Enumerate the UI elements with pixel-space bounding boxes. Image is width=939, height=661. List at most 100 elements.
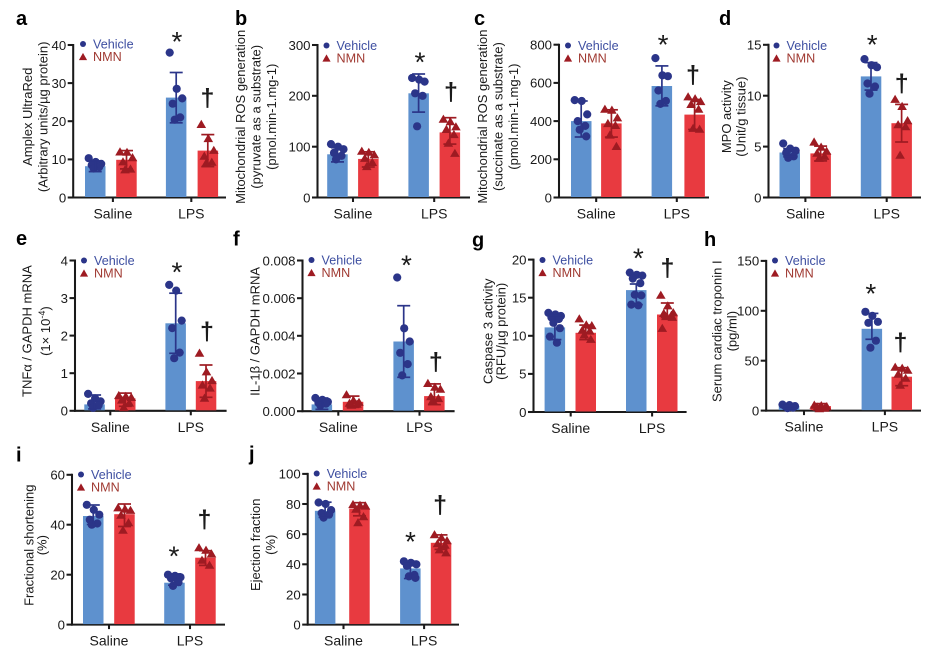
svg-text:f: f — [233, 229, 240, 251]
svg-text:g: g — [472, 230, 484, 252]
svg-text:800: 800 — [530, 37, 552, 52]
svg-text:5: 5 — [754, 139, 761, 154]
svg-text:10: 10 — [512, 329, 527, 344]
svg-text:TNFα / GAPDH mRNA: TNFα / GAPDH mRNA — [20, 265, 35, 397]
svg-text:40: 40 — [52, 38, 67, 53]
svg-text:0: 0 — [754, 190, 761, 205]
svg-text:0: 0 — [303, 190, 310, 205]
svg-text:NMN: NMN — [327, 480, 356, 494]
svg-text:*: * — [172, 256, 183, 287]
svg-text:LPS: LPS — [872, 419, 898, 435]
svg-text:†: † — [198, 506, 212, 534]
svg-text:(succinate as a substrate): (succinate as a substrate) — [491, 42, 506, 191]
svg-text:200: 200 — [530, 152, 552, 167]
svg-text:LPS: LPS — [421, 206, 447, 222]
svg-text:Saline: Saline — [324, 633, 363, 649]
svg-text:j: j — [248, 444, 255, 466]
svg-text:(pmol.min-1.mg-1): (pmol.min-1.mg-1) — [264, 64, 279, 170]
svg-text:NMN: NMN — [578, 52, 607, 66]
svg-text:Saline: Saline — [785, 419, 824, 435]
svg-text:Saline: Saline — [786, 206, 825, 222]
svg-text:4: 4 — [61, 253, 68, 268]
svg-text:LPS: LPS — [411, 633, 437, 649]
svg-text:†: † — [433, 491, 447, 519]
svg-text:Mitochondrial ROS generation: Mitochondrial ROS generation — [233, 30, 248, 204]
svg-text:Serum cardiac troponin I: Serum cardiac troponin I — [710, 260, 725, 402]
svg-text:0.008: 0.008 — [262, 253, 295, 268]
svg-text:MPO activity: MPO activity — [719, 80, 734, 153]
svg-text:0.002: 0.002 — [262, 366, 295, 381]
svg-text:(Unit/g tissue): (Unit/g tissue) — [734, 77, 749, 157]
svg-text:Vehicle: Vehicle — [787, 39, 828, 53]
svg-text:20: 20 — [50, 567, 65, 582]
svg-text:Vehicle: Vehicle — [578, 39, 619, 53]
svg-text:c: c — [474, 8, 485, 30]
svg-text:5: 5 — [519, 367, 526, 382]
svg-text:*: * — [405, 526, 416, 557]
svg-text:NMN: NMN — [337, 52, 366, 66]
svg-text:150: 150 — [737, 254, 759, 269]
svg-text:15: 15 — [747, 38, 762, 53]
svg-text:0: 0 — [519, 405, 526, 420]
svg-text:Ejection fraction: Ejection fraction — [248, 499, 263, 592]
svg-text:10: 10 — [747, 88, 762, 103]
svg-text:NMN: NMN — [553, 266, 582, 280]
svg-text:LPS: LPS — [664, 206, 690, 222]
svg-text:NMN: NMN — [785, 267, 814, 281]
svg-text:Saline: Saline — [93, 206, 132, 222]
svg-text:†: † — [200, 317, 214, 345]
svg-text:*: * — [172, 26, 183, 57]
svg-text:(pyruvate as a substrate): (pyruvate as a substrate) — [249, 45, 264, 189]
svg-text:*: * — [401, 249, 412, 280]
svg-text:Saline: Saline — [91, 419, 130, 435]
svg-text:Saline: Saline — [334, 206, 373, 222]
svg-text:600: 600 — [530, 76, 552, 91]
svg-text:(Arbitrary units/µg protein): (Arbitrary units/µg protein) — [36, 42, 51, 193]
svg-text:†: † — [893, 329, 907, 357]
svg-text:*: * — [415, 46, 426, 77]
svg-text:Saline: Saline — [319, 419, 358, 435]
svg-text:3: 3 — [61, 291, 68, 306]
svg-text:*: * — [658, 29, 669, 60]
svg-text:*: * — [865, 278, 876, 309]
svg-text:0: 0 — [293, 617, 300, 632]
svg-text:0: 0 — [61, 404, 68, 419]
svg-text:†: † — [895, 70, 909, 98]
svg-text:Saline: Saline — [90, 633, 129, 649]
svg-text:0.004: 0.004 — [262, 329, 295, 344]
svg-text:e: e — [16, 228, 27, 250]
svg-text:2: 2 — [61, 328, 68, 343]
svg-text:0: 0 — [59, 190, 66, 205]
svg-text:0: 0 — [58, 617, 65, 632]
svg-text:0.006: 0.006 — [262, 291, 295, 306]
svg-text:LPS: LPS — [178, 206, 204, 222]
svg-text:Saline: Saline — [551, 420, 590, 436]
svg-text:Vehicle: Vehicle — [553, 254, 594, 268]
svg-text:Vehicle: Vehicle — [94, 254, 135, 268]
svg-text:100: 100 — [288, 139, 310, 154]
svg-text:0: 0 — [752, 403, 759, 418]
svg-text:LPS: LPS — [873, 206, 899, 222]
svg-text:*: * — [169, 541, 180, 572]
svg-text:20: 20 — [512, 252, 527, 267]
svg-text:Saline: Saline — [577, 206, 616, 222]
svg-text:h: h — [704, 229, 716, 251]
svg-text:LPS: LPS — [178, 419, 204, 435]
svg-text:†: † — [444, 78, 458, 106]
svg-text:Amplex UltraRed: Amplex UltraRed — [20, 68, 35, 166]
svg-text:Caspase 3 activity: Caspase 3 activity — [481, 278, 496, 384]
svg-text:†: † — [660, 254, 674, 282]
svg-text:80: 80 — [286, 497, 301, 512]
svg-text:NMN: NMN — [322, 266, 351, 280]
svg-text:(%): (%) — [263, 535, 278, 555]
svg-text:*: * — [867, 29, 878, 60]
svg-text:NMN: NMN — [94, 267, 123, 281]
svg-text:0.000: 0.000 — [262, 404, 295, 419]
svg-text:b: b — [235, 8, 247, 30]
svg-text:300: 300 — [288, 38, 310, 53]
svg-text:Vehicle: Vehicle — [322, 254, 363, 268]
svg-text:Vehicle: Vehicle — [91, 468, 132, 482]
svg-text:(1× 10-4): (1× 10-4) — [37, 306, 53, 356]
svg-text:40: 40 — [50, 517, 65, 532]
svg-text:Mitochondrial ROS generation: Mitochondrial ROS generation — [475, 30, 490, 204]
